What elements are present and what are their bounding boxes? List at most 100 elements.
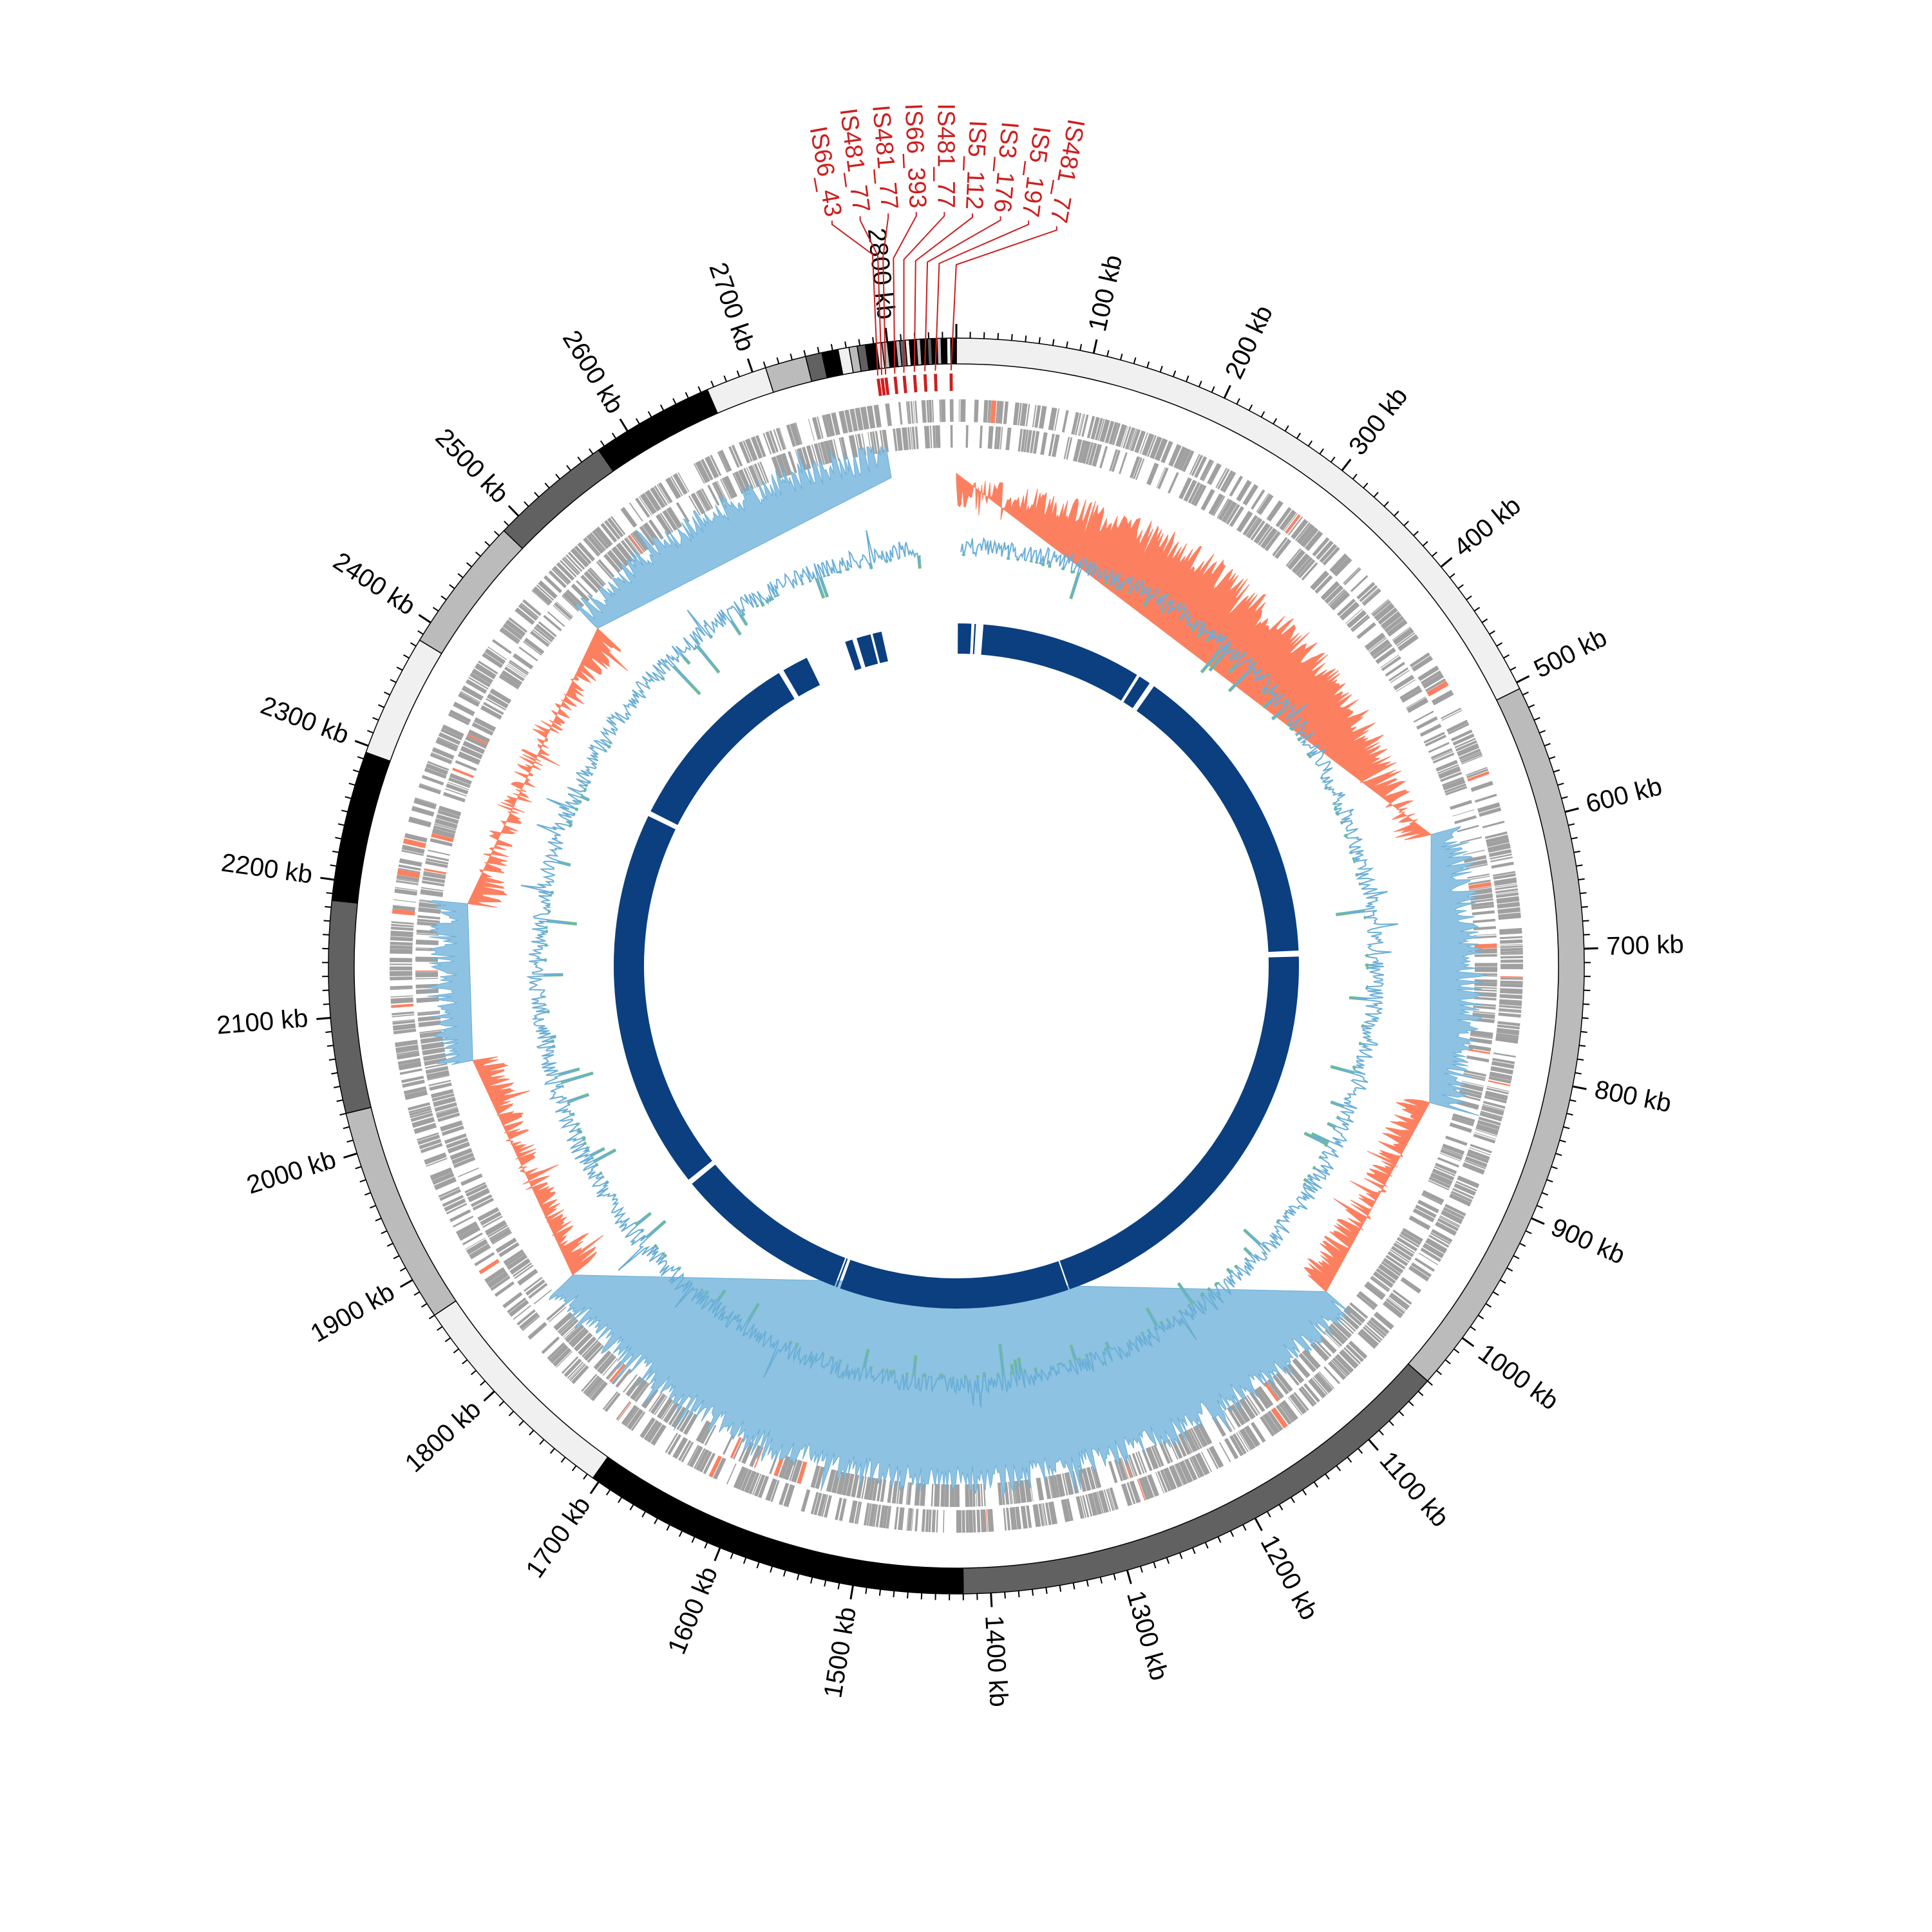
reverse-gene (905, 1482, 909, 1505)
forward-gene (638, 496, 652, 516)
reverse-gene (732, 1438, 744, 1460)
reverse-gene (1413, 710, 1434, 723)
forward-gene (1236, 1432, 1249, 1452)
reverse-gene (623, 1374, 638, 1393)
minor-tick (1563, 1126, 1570, 1130)
reverse-gene (425, 1066, 449, 1074)
reverse-gene (1194, 1425, 1208, 1447)
forward-gene (1096, 1491, 1104, 1514)
minor-tick (566, 465, 571, 471)
forward-gene (1359, 1329, 1379, 1347)
reverse-gene (987, 426, 994, 449)
reverse-gene (791, 1459, 803, 1483)
minor-tick (685, 392, 689, 399)
reverse-gene (994, 426, 998, 450)
reverse-gene (1385, 1255, 1406, 1270)
minor-tick (1347, 1457, 1352, 1463)
reverse-gene (813, 443, 823, 466)
forward-gene (556, 1351, 573, 1368)
minor-tick (1403, 520, 1409, 527)
forward-gene (392, 1011, 415, 1016)
reverse-gene (431, 828, 455, 839)
tick-label: 700 kb (1606, 930, 1684, 960)
minor-tick (1038, 337, 1041, 344)
minor-tick (678, 1530, 683, 1537)
forward-gene (1478, 1116, 1501, 1126)
forward-gene (581, 1374, 598, 1392)
major-tick (418, 614, 431, 623)
forward-gene (1075, 1496, 1084, 1519)
forward-gene (1236, 480, 1252, 502)
forward-gene (762, 433, 772, 455)
forward-gene (549, 1344, 569, 1364)
minor-tick (1099, 1577, 1103, 1584)
forward-gene (1232, 1433, 1247, 1455)
reverse-gene (437, 1112, 460, 1122)
reverse-gene (1474, 987, 1497, 989)
minor-tick (659, 404, 665, 411)
forward-gene (1479, 1112, 1502, 1122)
forward-gene (813, 1492, 822, 1515)
forward-gene (1477, 802, 1501, 813)
reverse-gene (1439, 1152, 1461, 1162)
reverse-gene (447, 1141, 470, 1154)
major-tick (1531, 1217, 1545, 1225)
reverse-gene (730, 1437, 742, 1459)
forward-gene (411, 806, 435, 817)
minor-tick (544, 482, 550, 489)
minor-tick (1031, 1589, 1034, 1596)
forward-gene (898, 1507, 905, 1531)
reverse-gene (696, 490, 710, 511)
reverse-gene (1064, 1472, 1074, 1495)
forward-gene (397, 1052, 420, 1060)
reverse-gene (557, 1316, 575, 1333)
minor-tick (449, 584, 455, 589)
forward-gene (1467, 771, 1490, 782)
forward-gene (931, 1510, 936, 1533)
forward-gene (713, 1457, 726, 1480)
minor-tick (830, 344, 833, 351)
minor-tick (417, 630, 424, 635)
forward-gene (393, 899, 416, 903)
forward-gene (1439, 1215, 1461, 1227)
reverse-gene (488, 1224, 508, 1238)
forward-gene (518, 603, 538, 621)
reverse-gene (524, 638, 545, 655)
minor-tick (457, 573, 464, 578)
forward-gene (417, 1132, 439, 1141)
reverse-gene (458, 1167, 479, 1177)
reverse-gene (630, 1379, 648, 1401)
reverse-gene (1459, 1087, 1482, 1096)
forward-gene (1103, 1489, 1112, 1512)
forward-gene (1178, 448, 1191, 471)
forward-gene (442, 724, 464, 738)
forward-gene (412, 1117, 435, 1128)
reverse-gene (1014, 1481, 1021, 1504)
forward-gene (646, 1421, 663, 1443)
forward-gene (399, 858, 422, 867)
reverse-gene (1443, 778, 1466, 791)
reverse-gene (415, 939, 439, 945)
reverse-gene (514, 1264, 534, 1280)
forward-gene (471, 668, 493, 685)
reverse-gene (560, 1319, 579, 1337)
reverse-gene (723, 475, 738, 498)
tick-label: 1900 kb (306, 1278, 399, 1348)
forward-gene (1484, 1095, 1507, 1104)
forward-gene (1441, 710, 1463, 721)
forward-gene (639, 493, 657, 515)
reverse-gene (1440, 1149, 1463, 1160)
forward-gene (392, 1019, 415, 1023)
reverse-gene (1372, 643, 1393, 659)
forward-gene (490, 1275, 511, 1291)
forward-gene (1361, 587, 1379, 604)
forward-gene (390, 997, 413, 1004)
minor-tick (549, 1448, 555, 1454)
minor-tick (1153, 1562, 1157, 1569)
reverse-gene (1459, 836, 1482, 844)
reverse-gene (1135, 458, 1145, 480)
reverse-gene (1471, 901, 1494, 907)
reverse-gene (446, 1137, 469, 1149)
forward-gene (1495, 891, 1519, 895)
